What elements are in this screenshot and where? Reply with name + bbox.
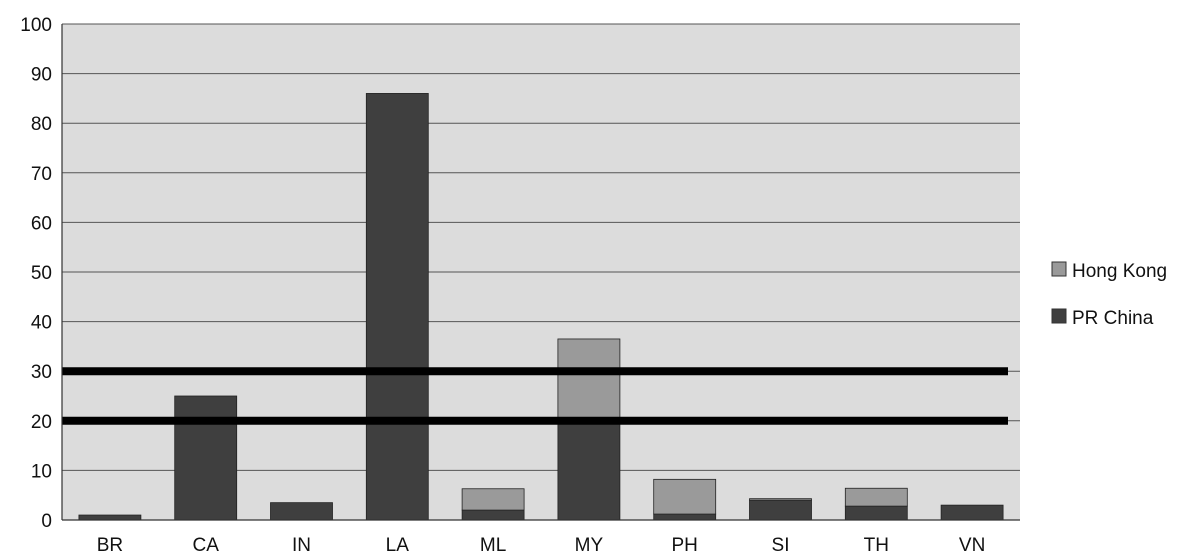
bar-si-pr-china (749, 499, 812, 521)
bar-th-hong-kong (844, 487, 908, 507)
y-tick-label-80: 80 (31, 114, 52, 135)
y-tick-label-50: 50 (31, 263, 52, 284)
legend-swatch-pr-china (1051, 308, 1067, 324)
bar-th-pr-china (844, 505, 908, 521)
bar-my-pr-china (557, 417, 621, 521)
bar-la-pr-china (365, 93, 429, 521)
y-tick-label-90: 90 (31, 65, 52, 86)
x-tick-label-th: TH (864, 535, 889, 555)
bar-in-pr-china (270, 502, 333, 521)
y-tick-label-100: 100 (20, 15, 52, 36)
y-tick-label-60: 60 (31, 213, 52, 234)
y-tick-label-10: 10 (31, 461, 52, 482)
bar-my-hong-kong (557, 338, 621, 419)
x-tick-label-ca: CA (192, 535, 219, 555)
x-tick-label-si: SI (772, 535, 790, 555)
x-tick-label-vn: VN (959, 535, 985, 555)
x-tick-label-ml: ML (480, 535, 506, 555)
bar-si-hong-kong (749, 498, 812, 501)
y-tick-label-30: 30 (31, 362, 52, 383)
legend: Hong Kong PR China (1051, 261, 1167, 329)
bar-ml-hong-kong (461, 488, 525, 511)
legend-label-pr-china: PR China (1072, 308, 1154, 329)
bar-ph-hong-kong (653, 478, 717, 515)
legend-label-hong-kong: Hong Kong (1072, 261, 1167, 282)
x-tick-label-ph: PH (671, 535, 697, 555)
y-tick-label-20: 20 (31, 412, 52, 433)
y-tick-label-40: 40 (31, 313, 52, 334)
bar-ph-pr-china (653, 513, 717, 521)
bar-ca-pr-china (174, 395, 238, 521)
x-tick-label-my: MY (575, 535, 604, 555)
bar-ml-pr-china (461, 509, 525, 521)
x-tick-label-br: BR (97, 535, 123, 555)
legend-swatch-hong-kong (1051, 261, 1067, 277)
x-tick-label-la: LA (386, 535, 410, 555)
y-tick-label-70: 70 (31, 164, 52, 185)
bar-br-pr-china (78, 514, 142, 521)
y-tick-label-0: 0 (41, 511, 52, 532)
x-tick-label-in: IN (292, 535, 311, 555)
bar-vn-pr-china (940, 504, 1004, 521)
